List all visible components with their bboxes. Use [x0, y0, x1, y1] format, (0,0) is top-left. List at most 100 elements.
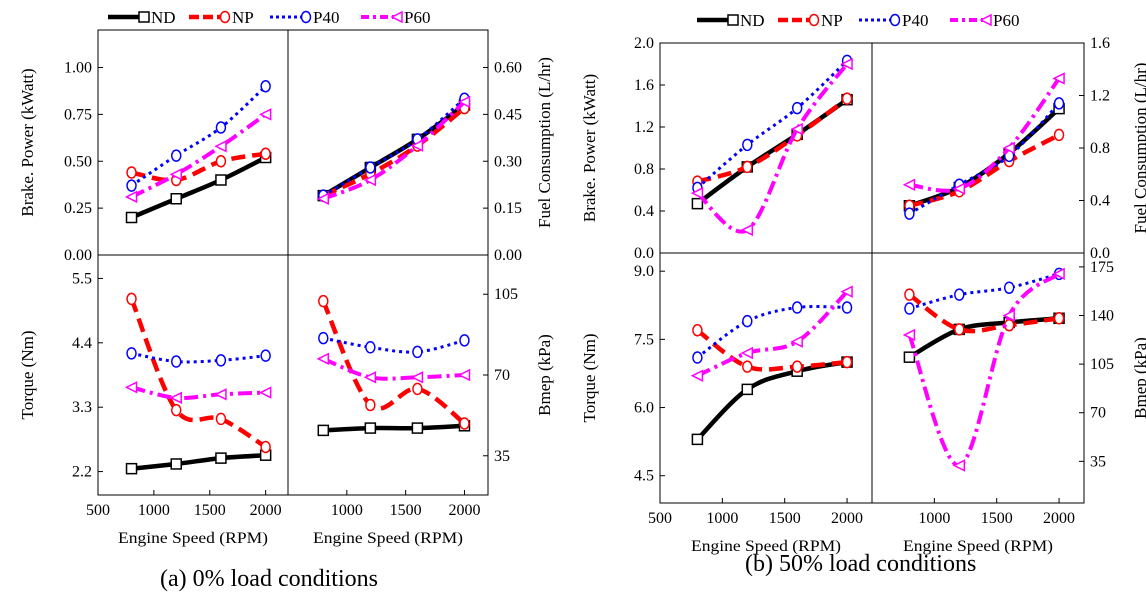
point-P60	[790, 122, 803, 136]
point-ND	[170, 193, 182, 205]
chart-b-torque: 4.5 6.0 7.5 9.0 500 1000 1500 2000 Engine Speed …	[580, 252, 873, 555]
legend-marker-P40	[889, 13, 901, 27]
point-P60	[840, 285, 853, 298]
legend-b: ND NP P40 P60	[697, 11, 1019, 30]
point-P60	[690, 186, 704, 200]
y-tick-label: 140	[1090, 308, 1114, 325]
y-tick-label: 1.6	[1090, 35, 1110, 52]
y-tick-label: 35	[494, 448, 510, 465]
legend-label-P40: P40	[902, 11, 928, 30]
point-P40	[170, 149, 182, 162]
y-axis-label: Brake. Power (kWatt)	[580, 74, 599, 222]
y-axis-label: Torque (Nm)	[580, 334, 599, 423]
y-tick-label: 0.50	[64, 153, 92, 170]
point-NP	[126, 292, 137, 306]
y-tick-label: 0.15	[494, 200, 522, 217]
point-NP	[126, 166, 137, 179]
y-axis-label: Brake. Power (kWatt)	[18, 68, 37, 216]
point-P60	[902, 178, 916, 191]
point-P40	[318, 331, 329, 345]
series-line-ND	[695, 359, 848, 441]
point-P40	[365, 161, 376, 174]
legend-marker-ND	[727, 14, 739, 26]
point-P60	[740, 346, 754, 360]
point-NP	[318, 294, 329, 308]
point-P60	[410, 139, 424, 152]
y-axis-label: Fuel Consumption (L/hr)	[1131, 63, 1146, 234]
point-P60	[124, 381, 138, 394]
point-ND	[215, 174, 227, 186]
series-line-ND	[908, 106, 1061, 208]
x-axis-label: Engine Speed (RPM)	[903, 538, 1053, 555]
series-line-P60	[696, 290, 849, 378]
y-tick-label: 0.4	[1090, 193, 1110, 210]
point-P40	[126, 179, 137, 192]
y-tick-label: 1.2	[634, 119, 654, 136]
point-ND	[215, 452, 227, 464]
y-tick-label: 4.5	[634, 468, 654, 485]
legend-label-P40: P40	[313, 8, 339, 27]
series-line-NP	[908, 132, 1061, 208]
plot-frame	[871, 252, 1085, 504]
y-tick-label: 7.5	[634, 331, 654, 348]
caption-a: (a) 0% load conditions	[160, 566, 378, 592]
x-tick-label: 2000	[250, 502, 282, 519]
point-P60	[169, 168, 182, 181]
point-P60	[952, 459, 966, 472]
x-tick-label: 1000	[138, 502, 170, 519]
series-line-ND	[908, 316, 1060, 360]
point-P60	[840, 57, 853, 71]
point-P40	[904, 207, 915, 220]
point-P40	[791, 301, 803, 314]
point-P40	[904, 302, 915, 315]
point-P40	[692, 351, 703, 364]
point-P40	[742, 138, 753, 152]
x-tick-label: 1000	[706, 510, 738, 527]
y-tick-label: 105	[1090, 356, 1114, 373]
point-P60	[316, 192, 330, 205]
point-P60	[316, 352, 330, 366]
legend-marker-P40	[300, 10, 312, 24]
y-tick-label: 5.5	[72, 270, 92, 287]
point-P60	[790, 335, 803, 348]
point-P60	[690, 369, 704, 382]
y-tick-label: 0.8	[634, 161, 654, 178]
y-tick-label: 0.8	[1090, 140, 1110, 157]
series-line-NP	[322, 106, 466, 198]
chart-b-fuel: 0.0 0.4 0.8 1.2 1.6 Fuel Consumption (L/hr)	[871, 35, 1146, 262]
series-line-P60	[131, 385, 266, 401]
point-NP	[459, 417, 470, 430]
point-P40	[215, 121, 227, 134]
point-P40	[170, 355, 182, 368]
point-P60	[1002, 141, 1015, 155]
point-P60	[952, 182, 966, 195]
x-tick-label: 1500	[981, 510, 1013, 527]
point-NP	[692, 324, 703, 337]
point-P60	[740, 223, 754, 237]
point-ND	[125, 211, 138, 224]
point-NP	[1053, 312, 1065, 325]
point-P60	[457, 95, 471, 109]
y-tick-label: 3.3	[72, 399, 92, 416]
point-P60	[258, 108, 272, 121]
y-tick-label: 35	[1090, 453, 1106, 470]
point-P40	[841, 301, 853, 314]
y-tick-label: 2.0	[634, 35, 654, 52]
y-axis-label: Torque (Nm)	[18, 331, 37, 420]
point-P60	[1002, 309, 1015, 322]
point-P60	[902, 328, 916, 342]
point-NP	[170, 403, 182, 417]
plot-frame	[287, 29, 489, 256]
legend-label-ND: ND	[151, 8, 176, 27]
series-line-P40	[322, 97, 466, 197]
chart-a-torque: 2.2 3.3 4.4 5.5 500 1000 1500 2000 Engine Speed …	[18, 254, 289, 547]
x-axis-label: Engine Speed (RPM)	[118, 530, 268, 547]
point-P60	[169, 391, 182, 405]
y-tick-label: 0.45	[494, 106, 522, 123]
x-tick-label: 1500	[769, 510, 801, 527]
legend-marker-NP	[219, 10, 231, 24]
chart-a-bmep: 35 70 105 1000 1500 2000 Engine Speed (RPM) Bme…	[287, 254, 554, 547]
point-ND	[411, 422, 424, 434]
point-P40	[791, 101, 803, 115]
series-line-P60	[909, 77, 1061, 193]
